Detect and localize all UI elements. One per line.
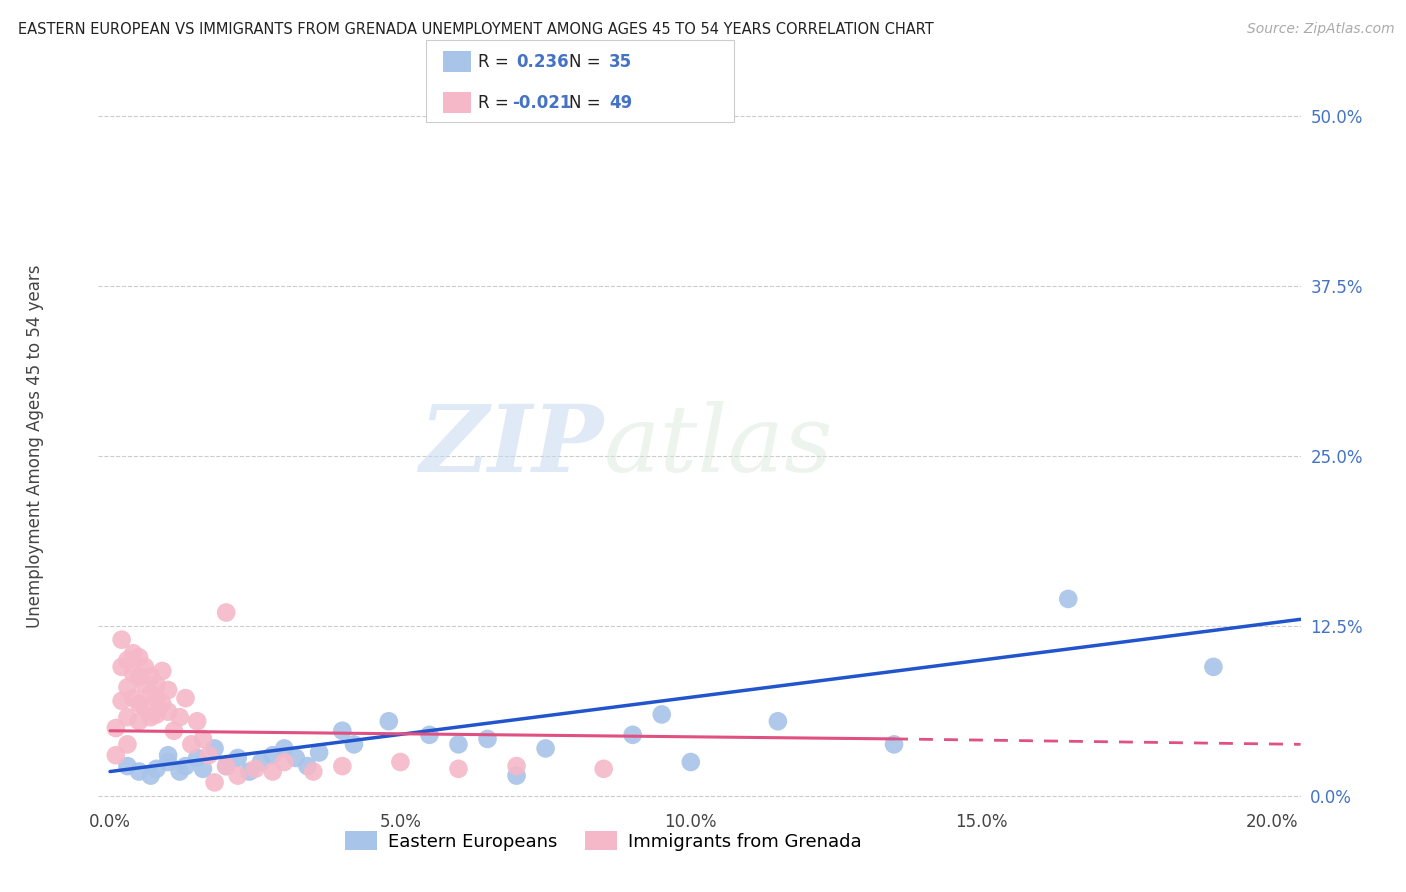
Point	[505, 759, 527, 773]
Point	[197, 748, 219, 763]
Point	[134, 677, 156, 691]
Point	[273, 741, 295, 756]
Legend: Eastern Europeans, Immigrants from Grenada: Eastern Europeans, Immigrants from Grena…	[337, 824, 869, 858]
Point	[128, 697, 150, 711]
Point	[389, 755, 412, 769]
Point	[139, 687, 162, 701]
Point	[330, 759, 353, 773]
Point	[111, 694, 134, 708]
Point	[174, 759, 197, 773]
Point	[111, 632, 134, 647]
Point	[134, 660, 156, 674]
Point	[418, 728, 440, 742]
Point	[169, 764, 191, 779]
Point	[139, 710, 162, 724]
Text: 35: 35	[609, 53, 631, 70]
Point	[250, 755, 273, 769]
Point	[330, 723, 353, 738]
Point	[215, 759, 238, 773]
Point	[134, 700, 156, 714]
Point	[297, 759, 319, 773]
Point	[139, 769, 162, 783]
Point	[145, 707, 167, 722]
Text: Source: ZipAtlas.com: Source: ZipAtlas.com	[1247, 22, 1395, 37]
Point	[157, 755, 180, 769]
Text: atlas: atlas	[603, 401, 832, 491]
Point	[1202, 660, 1225, 674]
Point	[273, 755, 295, 769]
Point	[679, 755, 702, 769]
Point	[150, 664, 173, 678]
Point	[262, 764, 284, 779]
Point	[174, 691, 197, 706]
Point	[1057, 591, 1080, 606]
Point	[117, 737, 139, 751]
Point	[128, 714, 150, 729]
Point	[204, 741, 226, 756]
Point	[238, 764, 260, 779]
Point	[592, 762, 614, 776]
Point	[145, 762, 167, 776]
Point	[245, 762, 267, 776]
Point	[117, 680, 139, 694]
Text: N =: N =	[569, 53, 606, 70]
Text: ZIP: ZIP	[419, 401, 603, 491]
Point	[226, 769, 249, 783]
Text: -0.021: -0.021	[512, 94, 571, 112]
Point	[104, 721, 127, 735]
Point	[104, 748, 127, 763]
Point	[150, 697, 173, 711]
Point	[534, 741, 557, 756]
Point	[145, 691, 167, 706]
Point	[117, 653, 139, 667]
Point	[157, 705, 180, 719]
Text: Unemployment Among Ages 45 to 54 years: Unemployment Among Ages 45 to 54 years	[27, 264, 44, 628]
Point	[128, 764, 150, 779]
Point	[477, 731, 499, 746]
Point	[343, 737, 366, 751]
Text: EASTERN EUROPEAN VS IMMIGRANTS FROM GRENADA UNEMPLOYMENT AMONG AGES 45 TO 54 YEA: EASTERN EUROPEAN VS IMMIGRANTS FROM GREN…	[18, 22, 934, 37]
Point	[122, 691, 145, 706]
Point	[180, 737, 202, 751]
Point	[157, 683, 180, 698]
Point	[215, 606, 238, 620]
Point	[621, 728, 644, 742]
Text: N =: N =	[569, 94, 606, 112]
Point	[204, 775, 226, 789]
Text: 0.236: 0.236	[516, 53, 568, 70]
Point	[447, 762, 470, 776]
Point	[284, 751, 307, 765]
Text: R =: R =	[478, 53, 515, 70]
Point	[122, 646, 145, 660]
Point	[191, 731, 214, 746]
Point	[378, 714, 401, 729]
Point	[766, 714, 789, 729]
Point	[128, 650, 150, 665]
Point	[186, 751, 208, 765]
Point	[883, 737, 905, 751]
Point	[157, 748, 180, 763]
Point	[128, 669, 150, 683]
Point	[226, 751, 249, 765]
Point	[505, 769, 527, 783]
Text: 49: 49	[609, 94, 633, 112]
Point	[169, 710, 191, 724]
Point	[215, 759, 238, 773]
Point	[651, 707, 673, 722]
Point	[186, 714, 208, 729]
Point	[139, 669, 162, 683]
Point	[122, 666, 145, 681]
Point	[262, 748, 284, 763]
Point	[111, 660, 134, 674]
Point	[302, 764, 325, 779]
Point	[447, 737, 470, 751]
Point	[308, 746, 330, 760]
Point	[191, 762, 214, 776]
Point	[117, 759, 139, 773]
Point	[145, 677, 167, 691]
Point	[163, 723, 186, 738]
Text: R =: R =	[478, 94, 515, 112]
Point	[117, 710, 139, 724]
